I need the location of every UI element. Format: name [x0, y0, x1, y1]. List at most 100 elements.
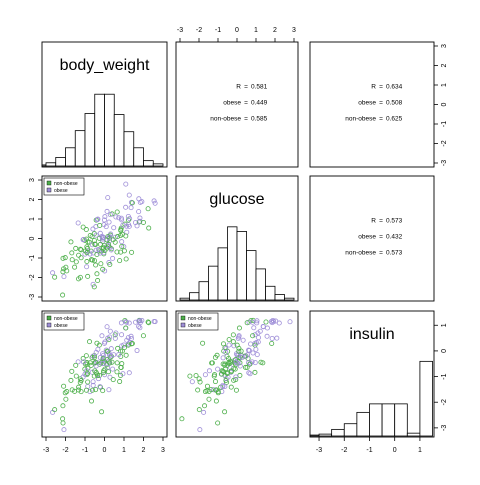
scatter-point — [123, 352, 129, 358]
scatter-point — [136, 196, 142, 202]
histogram-bar — [255, 268, 266, 301]
corr-value: 0.585 — [251, 116, 268, 123]
histogram-bar — [208, 265, 219, 301]
scatter-point — [260, 324, 266, 330]
scatter-point — [214, 352, 220, 358]
scatter-point — [61, 383, 67, 389]
scatter-point — [77, 246, 83, 252]
histogram-bar — [152, 163, 164, 167]
scatter-point — [118, 249, 124, 255]
tick-label-right: -2 — [441, 399, 448, 405]
scatter-point — [137, 325, 143, 331]
scatter-point — [97, 222, 103, 228]
scatter-point — [100, 266, 106, 272]
scatter-point — [233, 374, 239, 380]
scatter-point — [276, 320, 282, 326]
scatter-point — [111, 352, 117, 358]
scatter-point — [97, 384, 103, 390]
scatter-point — [73, 259, 79, 265]
scatter-point — [123, 233, 129, 239]
histogram-bar — [104, 93, 115, 167]
variable-name-body_weight: body_weight — [60, 57, 150, 74]
scatter-point — [211, 387, 217, 393]
histogram-bar — [143, 160, 154, 167]
scatter-point — [179, 416, 185, 422]
scatter-point — [129, 200, 135, 206]
scatter-point — [269, 335, 275, 341]
scatter-point — [268, 319, 274, 325]
histogram-bar — [309, 434, 320, 437]
scatter-point — [233, 377, 239, 383]
scatter-point — [254, 318, 260, 324]
scatter-point — [76, 384, 82, 390]
scatter-point — [87, 232, 93, 238]
scatter-point — [137, 215, 143, 221]
scatter-point — [236, 325, 242, 331]
tick-label-bottom: 1 — [418, 447, 422, 454]
tick-label-left: -2 — [29, 274, 36, 280]
scatter-point — [92, 368, 98, 374]
scatter-point — [108, 346, 114, 352]
scatter-point — [96, 376, 102, 382]
scatter-point — [201, 409, 207, 415]
scatter-point — [108, 247, 114, 253]
scatter-point — [105, 234, 111, 240]
scatter-point — [223, 376, 229, 382]
scatter-point — [123, 325, 129, 331]
scatter-point — [213, 398, 219, 404]
scatter-point — [50, 270, 56, 276]
scatter-point — [252, 360, 258, 366]
tick-label-bottom: 3 — [161, 447, 165, 454]
scatter-point — [128, 333, 134, 339]
scatter-point — [62, 390, 68, 396]
scatter-point — [119, 239, 125, 245]
scatter-point — [114, 360, 120, 366]
scatter-point — [108, 231, 114, 237]
scatter-point — [226, 342, 232, 348]
tick-label-top: 2 — [273, 27, 277, 34]
scatter-point — [264, 325, 270, 331]
scatter-point — [119, 243, 125, 249]
tick-label-right: -3 — [441, 160, 448, 166]
scatter-point — [108, 353, 114, 359]
tick-label-top: -3 — [177, 27, 183, 34]
panel-frame-2-2 — [309, 310, 435, 438]
scatter-point — [189, 379, 195, 385]
scatter-point — [101, 340, 107, 346]
histogram-bar — [246, 250, 257, 301]
histogram-bar — [217, 247, 228, 301]
corr-equals: = — [244, 84, 248, 91]
histogram-bar — [45, 162, 57, 167]
scatter-point — [115, 345, 121, 351]
corr-label: R — [236, 84, 241, 91]
corr-value: 0.573 — [386, 218, 403, 225]
legend-label: non-obese — [54, 316, 78, 322]
scatter-point — [228, 359, 234, 365]
legend-label: non-obese — [188, 316, 212, 322]
histogram-bar — [189, 292, 200, 301]
scatter-point — [84, 264, 90, 270]
scatter-point — [110, 237, 116, 243]
scatter-point — [90, 382, 96, 388]
scatter-point — [97, 241, 103, 247]
scatter-point — [134, 348, 140, 354]
scatter-point — [123, 256, 129, 262]
scatter-point — [215, 366, 221, 372]
legend-label: obese — [188, 323, 202, 329]
scatter-point — [97, 250, 103, 256]
scatter-point — [77, 274, 83, 280]
scatter-point — [95, 373, 101, 379]
scatter-point — [94, 340, 100, 346]
scatter-point — [224, 362, 230, 368]
histogram-glucose — [179, 226, 295, 301]
tick-label-left: 2 — [29, 197, 36, 201]
scatter-point — [93, 262, 99, 268]
scatter-point — [85, 246, 91, 252]
scatter-point — [118, 227, 124, 233]
scatter-point — [95, 278, 101, 284]
histogram-bar — [94, 93, 105, 167]
scatter-point — [204, 383, 210, 389]
scatter-point — [224, 370, 230, 376]
legend-label: obese — [54, 188, 68, 194]
